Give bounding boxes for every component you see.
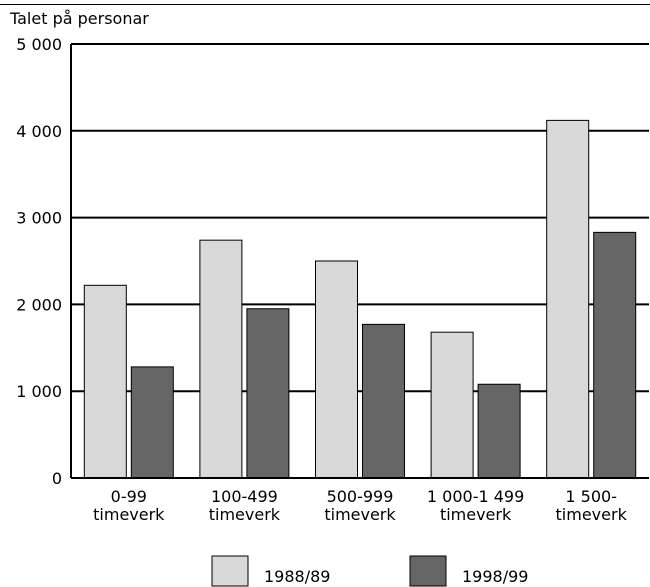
bar-1988-89: [315, 260, 358, 479]
x-tick-label: 1 000-1 499: [427, 487, 524, 506]
legend-label: 1998/99: [462, 567, 528, 586]
legend-swatch: [409, 555, 447, 587]
y-tick-label: 3 000: [16, 209, 62, 228]
x-tick-label: 1 500-: [565, 487, 617, 506]
bar-1998-99: [246, 308, 290, 479]
y-tick-label: 4 000: [16, 122, 62, 141]
y-axis-title: Talet på personar: [9, 9, 149, 28]
y-tick-label: 0: [52, 469, 62, 488]
bar-1998-99: [362, 323, 405, 479]
legend: 1988/89 1998/99: [211, 555, 528, 587]
y-tick-label: 2 000: [16, 295, 62, 314]
y-tick-labels: 0 1 000 2 000 3 000 4 000 5 000: [16, 35, 62, 488]
bar-1998-99: [593, 231, 637, 479]
y-tick-label: 1 000: [16, 382, 62, 401]
y-tick-label: 5 000: [16, 35, 62, 54]
x-tick-label: 500-999: [327, 487, 394, 506]
x-tick-label-unit: timeverk: [440, 505, 512, 524]
legend-swatch: [211, 555, 249, 587]
x-tick-label: 100-499: [211, 487, 278, 506]
x-tick-label-unit: timeverk: [556, 505, 628, 524]
bar-1988-89: [199, 239, 243, 479]
x-tick-labels: 0-99timeverk100-499timeverk500-999timeve…: [93, 487, 627, 524]
x-tick-label-unit: timeverk: [209, 505, 281, 524]
legend-label: 1988/89: [264, 567, 330, 586]
bar-1998-99: [477, 383, 521, 479]
x-tick-label-unit: timeverk: [324, 505, 396, 524]
x-tick-label: 0-99: [111, 487, 147, 506]
bar-1988-89: [430, 331, 474, 479]
bars: [83, 119, 637, 479]
x-tick-label-unit: timeverk: [93, 505, 165, 524]
bar-1998-99: [130, 366, 174, 479]
axes: [70, 44, 649, 479]
bar-1988-89: [546, 119, 590, 479]
bar-1988-89: [83, 284, 127, 479]
